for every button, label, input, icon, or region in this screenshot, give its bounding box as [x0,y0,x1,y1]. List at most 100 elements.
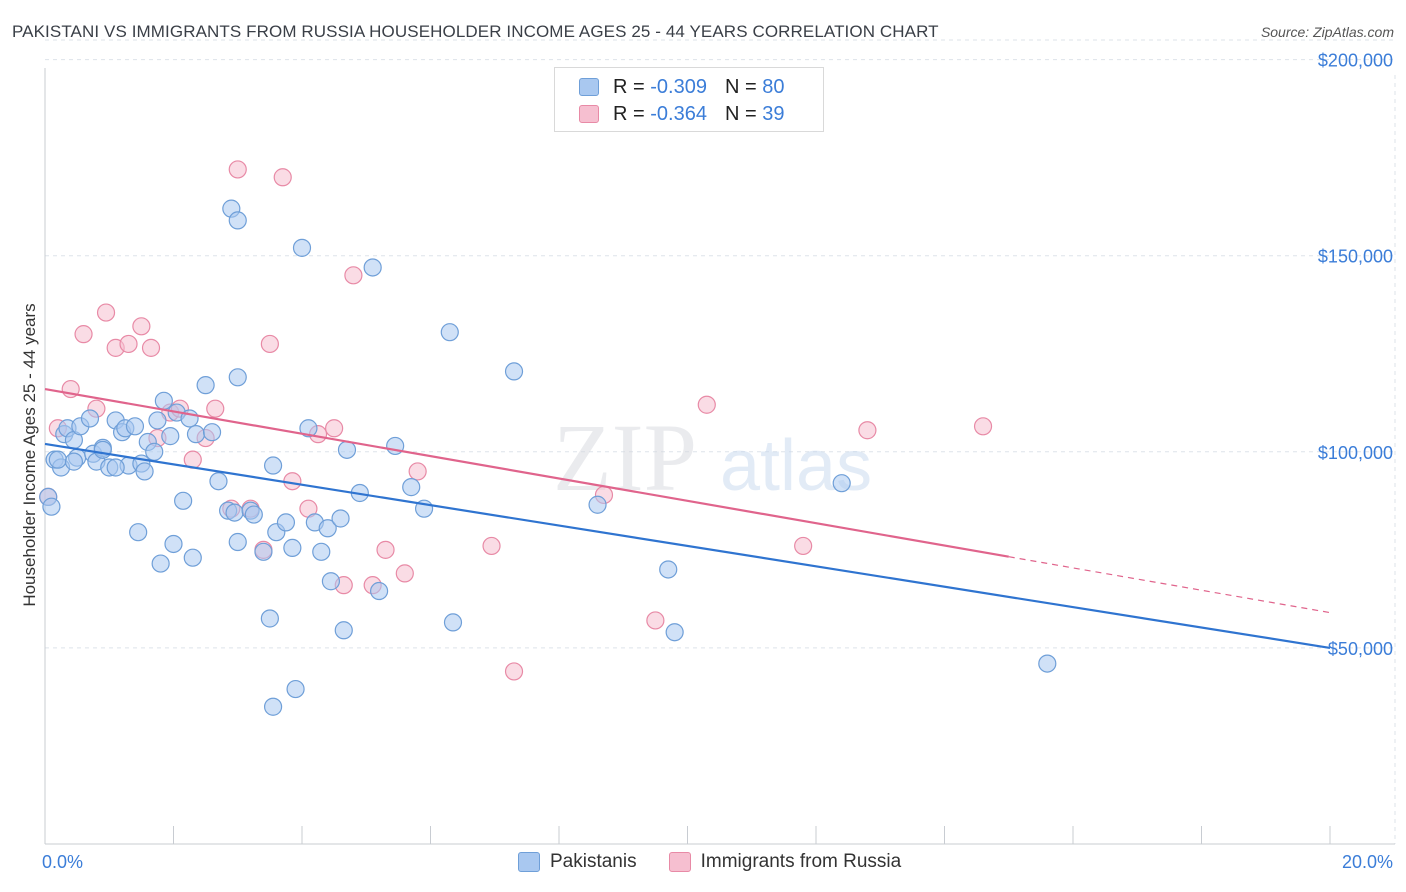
point-pakistanis [129,523,148,542]
point-pakistanis [286,679,305,699]
point-russia [408,462,427,481]
point-pakistanis [292,238,312,257]
point-pakistanis [151,554,170,573]
point-pakistanis [321,572,341,591]
point-russia [973,417,993,436]
watermark-zip: ZIP [553,404,697,511]
point-pakistanis [283,538,302,557]
legend-swatch-pink [579,105,599,123]
point-pakistanis [80,409,100,428]
point-pakistanis [174,491,193,510]
point-pakistanis [440,323,459,342]
legend-item-russia[interactable]: Immigrants from Russia [668,851,902,873]
point-russia [697,395,716,414]
point-pakistanis [331,509,350,528]
point-russia [858,421,877,440]
legend-r-label: R = [613,102,645,125]
series-legend: Pakistanis Immigrants from Russia [518,851,933,873]
point-pakistanis [370,581,389,601]
point-pakistanis [145,442,164,461]
point-pakistanis [244,505,263,524]
point-russia [344,266,363,285]
y-tick-labels: $50,000 $100,000 $150,000 $200,000 [1318,51,1393,659]
legend-row-pakistanis: R = -0.309 N = 80 [579,75,784,99]
source-label: Source: ZipAtlas.com [1260,24,1394,40]
point-pakistanis [363,258,382,277]
legend-r-value: -0.309 [650,75,707,98]
point-pakistanis [312,542,331,561]
y-tick-label: $50,000 [1328,639,1393,659]
series-pakistanis [39,199,1057,716]
point-russia [96,303,116,322]
point-pakistanis [225,503,244,522]
point-pakistanis [209,472,228,491]
point-pakistanis [263,456,283,475]
correlation-legend: R = -0.309 N = 80 R = -0.364 N = 39 [554,67,824,132]
legend-n-value: 80 [762,75,785,98]
point-russia [395,564,414,583]
legend-label-russia: Immigrants from Russia [700,851,902,872]
x-tick-label: 0.0% [42,852,83,872]
point-pakistanis [334,621,353,640]
point-pakistanis [164,534,183,554]
point-russia [376,540,395,559]
point-pakistanis [659,560,678,579]
point-russia [273,168,292,187]
point-pakistanis [93,440,112,459]
point-pakistanis [228,368,247,387]
axes [44,68,1395,845]
watermark-atlas: atlas [720,426,872,506]
point-pakistanis [186,425,206,444]
point-pakistanis [228,532,247,552]
trend-line-pakistanis [44,442,1331,649]
point-pakistanis [318,519,337,538]
point-pakistanis [161,427,180,446]
legend-row-russia: R = -0.364 N = 39 [579,102,784,126]
y-axis-label: Householder Income Ages 25 - 44 years [20,303,39,606]
point-pakistanis [299,419,318,438]
point-pakistanis [125,417,145,436]
legend-n-value: 39 [762,102,785,125]
point-russia [228,160,247,179]
trend-lines [44,387,1331,649]
point-pakistanis [202,423,222,442]
y-tick-label: $100,000 [1318,443,1393,463]
point-pakistanis [254,542,273,561]
point-pakistanis [276,513,296,532]
legend-item-pakistanis[interactable]: Pakistanis [518,851,637,873]
point-pakistanis [1038,654,1057,673]
point-pakistanis [196,376,215,395]
point-pakistanis [135,462,154,481]
legend-r-value: -0.364 [650,102,707,125]
point-pakistanis [42,497,61,516]
point-russia [74,325,93,344]
point-pakistanis [832,474,851,493]
point-pakistanis [228,211,247,230]
point-russia [325,419,344,438]
y-tick-label: $200,000 [1318,51,1393,71]
point-pakistanis [148,411,167,430]
point-pakistanis [106,458,125,477]
point-pakistanis [260,609,279,628]
point-pakistanis [443,613,463,632]
point-pakistanis [665,623,684,642]
point-pakistanis [504,362,524,381]
point-russia [482,536,501,556]
point-russia [260,334,279,354]
legend-label-pakistanis: Pakistanis [550,851,637,872]
legend-swatch-blue [518,852,540,872]
point-russia [132,317,151,336]
point-pakistanis [588,495,607,514]
point-pakistanis [48,450,67,469]
trend-line-russia [44,387,1009,558]
legend-swatch-blue [579,78,599,96]
legend-r-label: R = [613,75,645,98]
point-russia [206,399,225,418]
chart-title: PAKISTANI VS IMMIGRANTS FROM RUSSIA HOUS… [12,22,939,41]
legend-swatch-pink [668,852,691,872]
y-tick-label: $150,000 [1318,247,1393,267]
point-pakistanis [64,452,84,471]
point-russia [794,536,813,556]
point-pakistanis [337,440,357,459]
point-pakistanis [183,548,202,567]
